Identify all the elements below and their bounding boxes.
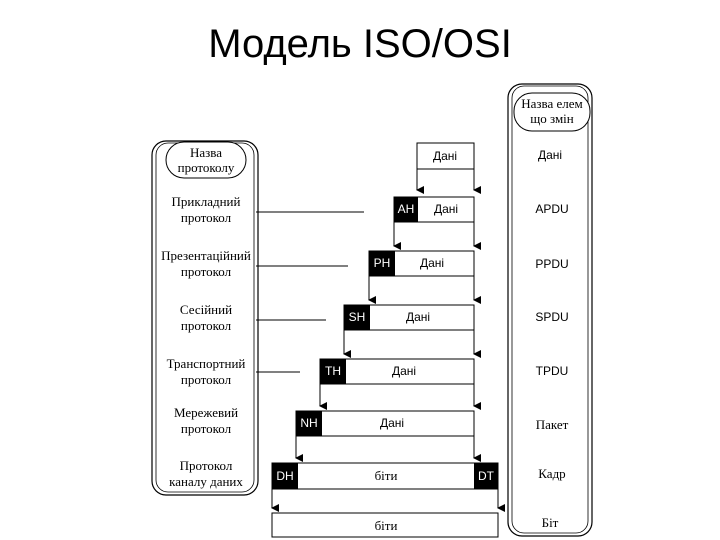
bottom-bits-label: біти xyxy=(375,518,398,533)
layer-5-payload: Дані xyxy=(380,416,404,430)
layer-1-name-line2: протокол xyxy=(181,210,232,225)
right-header-line2: що змін xyxy=(530,111,574,126)
layer-6-trailer-block xyxy=(474,463,498,489)
layer-5-header-block xyxy=(296,411,322,436)
layer-3-header: SH xyxy=(349,310,366,324)
layer-3-payload: Дані xyxy=(406,310,430,324)
layer-4-header: TH xyxy=(325,364,341,378)
layer-1-unit: APDU xyxy=(535,202,568,216)
layer-1-name-line1: Прикладний xyxy=(172,194,241,209)
layer-2-name-line1: Презентаційний xyxy=(161,248,251,263)
layer-2-header-block xyxy=(369,251,395,276)
right-frame-inner xyxy=(511,85,589,534)
left-header-line2: протоколу xyxy=(178,160,235,175)
layer-5-unit: Пакет xyxy=(536,417,569,432)
layer-6-name-line1: Протокол xyxy=(180,458,233,473)
bottom-unit-label: Біт xyxy=(542,515,559,530)
layer-4-unit: TPDU xyxy=(536,364,569,378)
layer-6-unit: Кадр xyxy=(538,466,565,481)
layer-3-name-line1: Сесійний xyxy=(180,302,232,317)
left-frame xyxy=(151,140,259,496)
layer-4-name-line2: протокол xyxy=(181,372,232,387)
layer-2-header: PH xyxy=(374,256,391,270)
layer-2-unit: PPDU xyxy=(535,257,568,271)
layer-2-payload: Дані xyxy=(420,256,444,270)
layer-3-header-block xyxy=(344,305,370,330)
left-header-oval xyxy=(165,141,247,179)
layer-4-header-block xyxy=(320,359,346,384)
layer-6-name-line2: каналу даних xyxy=(169,474,243,489)
page-title: Модель ISO/OSI xyxy=(208,22,512,66)
layer-3-unit: SPDU xyxy=(535,310,568,324)
top-unit-label: Дані xyxy=(538,148,562,162)
layer-2-name-line2: протокол xyxy=(181,264,232,279)
left-header-line1: Назва xyxy=(190,145,222,160)
layer-4-payload: Дані xyxy=(392,364,416,378)
layer-6-trailer: DT xyxy=(478,469,495,483)
right-header-oval xyxy=(513,92,591,132)
right-header-line1: Назва елем xyxy=(521,96,583,111)
layer-1-header-block xyxy=(394,197,418,222)
layer-6-header: DH xyxy=(276,469,293,483)
layer-6-payload: біти xyxy=(375,468,398,483)
layer-5-name-line2: протокол xyxy=(181,421,232,436)
top-data-label: Дані xyxy=(433,149,457,163)
right-frame xyxy=(507,83,593,537)
layer-1-header: AH xyxy=(398,202,415,216)
bottom-bits-box xyxy=(271,512,499,538)
layer-1-payload: Дані xyxy=(434,202,458,216)
layer-5-name-line1: Мережевий xyxy=(174,405,238,420)
layer-4-name-line1: Транспортний xyxy=(167,356,246,371)
layer-5-frame xyxy=(295,410,475,437)
layer-6-header-block xyxy=(272,463,298,489)
layer-3-name-line2: протокол xyxy=(181,318,232,333)
layer-5-header: NH xyxy=(300,416,317,430)
top-data-box xyxy=(416,142,475,170)
